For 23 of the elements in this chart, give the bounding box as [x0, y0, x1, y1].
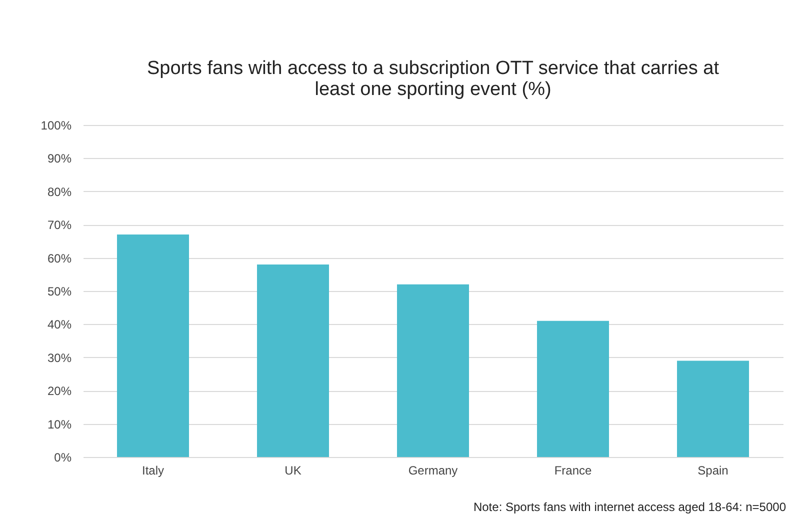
text: Note: Sports fans with internet access aged 18-64: n=5000 — [473, 500, 786, 514]
y-tick-label: 30% — [47, 350, 72, 365]
x-tick-label: UK — [284, 464, 302, 478]
x-tick-label: Spain — [698, 464, 728, 478]
y-tick-label: 60% — [47, 251, 72, 266]
chart-title: Sports fans with access to a subscription OTT service that carries at least one sporting event (%) — [147, 58, 720, 100]
y-tick-label: 100% — [40, 118, 72, 132]
x-tick-label: Germany — [408, 464, 458, 478]
x-tick-label: Italy — [142, 464, 164, 478]
y-tick-label: 70% — [47, 218, 72, 232]
y-tick-label: 90% — [47, 152, 72, 166]
y-tick-label: 10% — [47, 417, 72, 432]
bar — [677, 360, 749, 457]
y-tick-label: 80% — [47, 184, 72, 199]
y-tick-label: 0% — [54, 450, 72, 464]
y-tick-label: 20% — [47, 384, 72, 398]
y-tick-label: 40% — [47, 318, 72, 332]
y-tick-label: 50% — [47, 284, 72, 298]
x-tick-label: France — [554, 464, 592, 478]
bar — [537, 320, 609, 457]
bar — [257, 264, 329, 457]
bar — [397, 284, 469, 457]
bar — [117, 234, 189, 457]
